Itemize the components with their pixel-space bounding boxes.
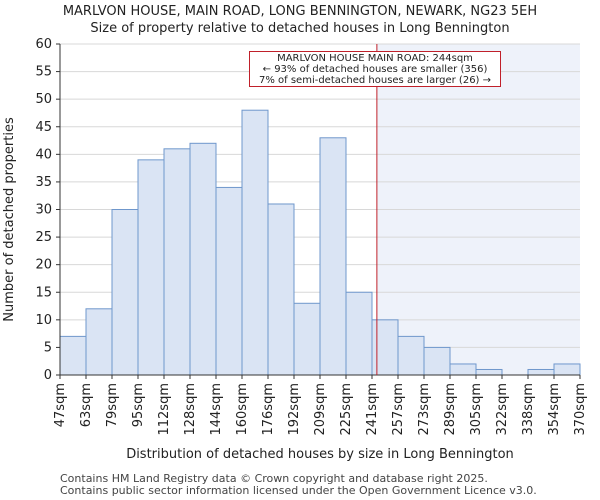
annotation-line-2: ← 93% of detached houses are smaller (35… xyxy=(262,63,488,75)
x-tick-label: 128sqm xyxy=(183,383,198,436)
x-tick-label: 176sqm xyxy=(261,383,276,436)
histogram-bar xyxy=(137,159,165,376)
histogram-bar xyxy=(449,363,477,376)
x-tick-label: 192sqm xyxy=(287,383,302,436)
x-tick-label: 354sqm xyxy=(547,383,562,436)
x-tick-label: 47sqm xyxy=(53,383,68,427)
x-tick-label: 241sqm xyxy=(365,383,380,436)
y-tick-label: 60 xyxy=(35,37,52,52)
histogram-bar xyxy=(189,142,217,376)
x-tick-label: 112sqm xyxy=(157,383,172,436)
histogram-bar xyxy=(215,186,243,376)
x-tick-label: 79sqm xyxy=(105,383,120,427)
x-tick-label: 289sqm xyxy=(443,383,458,436)
x-tick-label: 95sqm xyxy=(131,383,146,427)
footer-line-2: Contains public sector information licen… xyxy=(60,484,537,497)
x-tick-label: 370sqm xyxy=(573,383,588,436)
property-annotation-box: MARLVON HOUSE MAIN ROAD: 244sqm ← 93% of… xyxy=(249,51,501,87)
chart-title: MARLVON HOUSE, MAIN ROAD, LONG BENNINGTO… xyxy=(62,4,538,19)
y-tick-label: 30 xyxy=(35,203,52,218)
histogram-bar xyxy=(267,203,295,376)
x-tick-label: 322sqm xyxy=(495,383,510,436)
histogram-bar xyxy=(293,302,321,376)
histogram-bar xyxy=(59,335,87,376)
x-tick-label: 209sqm xyxy=(313,383,328,436)
y-tick-label: 55 xyxy=(35,65,52,80)
y-tick-label: 5 xyxy=(44,340,52,355)
footer-line-1: Contains HM Land Registry data © Crown c… xyxy=(60,472,488,485)
y-tick-label: 10 xyxy=(35,313,52,328)
histogram-bar xyxy=(371,319,399,376)
x-tick-label: 160sqm xyxy=(235,383,250,436)
x-tick-label: 257sqm xyxy=(391,383,406,436)
y-tick-label: 35 xyxy=(35,175,52,190)
x-tick-label: 338sqm xyxy=(521,383,536,436)
histogram-bar xyxy=(475,368,503,376)
histogram-bar xyxy=(241,109,269,376)
x-tick-label: 63sqm xyxy=(79,383,94,427)
y-tick-label: 0 xyxy=(44,368,52,383)
annotation-line-1: MARLVON HOUSE MAIN ROAD: 244sqm xyxy=(277,52,473,64)
histogram-bar xyxy=(527,368,555,376)
histogram-bar xyxy=(319,137,347,376)
x-tick-label: 144sqm xyxy=(209,383,224,436)
y-tick-label: 50 xyxy=(35,92,52,107)
x-tick-label: 225sqm xyxy=(339,383,354,436)
histogram-bar xyxy=(345,291,373,376)
y-tick-label: 40 xyxy=(35,147,52,162)
y-tick-label: 15 xyxy=(35,285,52,300)
histogram-bar xyxy=(163,148,191,376)
histogram-bar xyxy=(553,363,581,376)
x-axis-title: Distribution of detached houses by size … xyxy=(126,447,514,462)
chart-subtitle: Size of property relative to detached ho… xyxy=(90,21,510,36)
x-tick-label: 273sqm xyxy=(417,383,432,436)
histogram-bar xyxy=(397,335,425,376)
y-axis-title: Number of detached properties xyxy=(2,117,17,322)
histogram-bar xyxy=(423,346,451,376)
annotation-line-3: 7% of semi-detached houses are larger (2… xyxy=(258,74,492,86)
y-tick-label: 20 xyxy=(35,258,52,273)
histogram-bar xyxy=(85,308,113,376)
y-tick-label: 45 xyxy=(35,120,52,135)
x-tick-label: 305sqm xyxy=(469,383,484,436)
y-tick-label: 25 xyxy=(35,230,52,245)
histogram-bar xyxy=(111,209,139,376)
